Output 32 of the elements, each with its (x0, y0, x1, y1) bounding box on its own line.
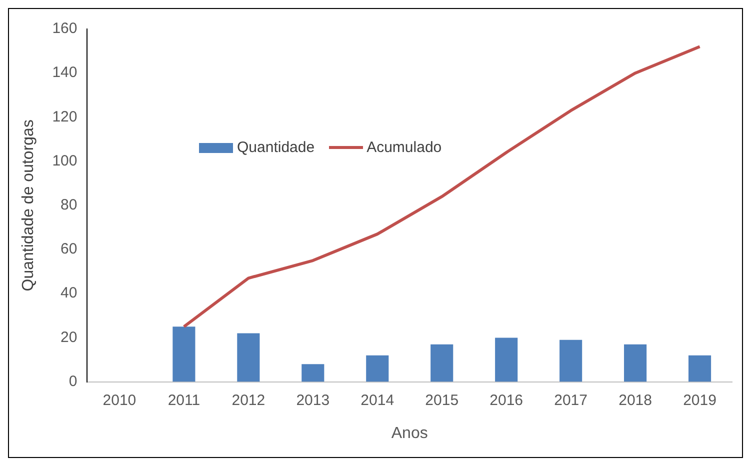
bar (430, 344, 454, 382)
x-tick-label: 2010 (102, 392, 136, 409)
x-tick-label: 2015 (425, 392, 459, 409)
y-tick-label: 120 (52, 108, 78, 126)
x-axis-title: Anos (391, 424, 428, 442)
x-tick-label: 2011 (168, 392, 200, 409)
y-tick-label: 40 (60, 284, 78, 302)
x-tick-label: 2017 (554, 392, 588, 409)
x-tick-label: 2014 (360, 392, 394, 409)
y-tick-label: 100 (52, 152, 78, 170)
bar (366, 355, 389, 382)
bar (237, 333, 260, 382)
y-axis-title: Quantidade de outorgas (20, 120, 38, 292)
y-tick-label: 60 (60, 240, 78, 258)
bar (495, 338, 518, 382)
x-tick-label: 2018 (618, 392, 652, 409)
y-tick-label: 140 (52, 64, 78, 82)
y-tick-label: 0 (68, 372, 78, 390)
bar (302, 364, 324, 382)
x-tick-label: 2013 (296, 392, 330, 409)
bar (172, 326, 196, 382)
bar (624, 344, 647, 382)
y-tick-label: 20 (60, 328, 78, 346)
bar (688, 355, 712, 382)
legend-label: Acumulado (366, 139, 442, 156)
y-tick-label: 80 (60, 196, 78, 214)
x-tick-label: 2016 (490, 392, 524, 409)
x-tick-label: 2019 (683, 392, 716, 409)
legend-label: Quantidade (237, 139, 315, 156)
x-tick-label: 2012 (232, 392, 266, 409)
y-tick-label: 160 (52, 20, 78, 38)
bar (560, 340, 582, 382)
